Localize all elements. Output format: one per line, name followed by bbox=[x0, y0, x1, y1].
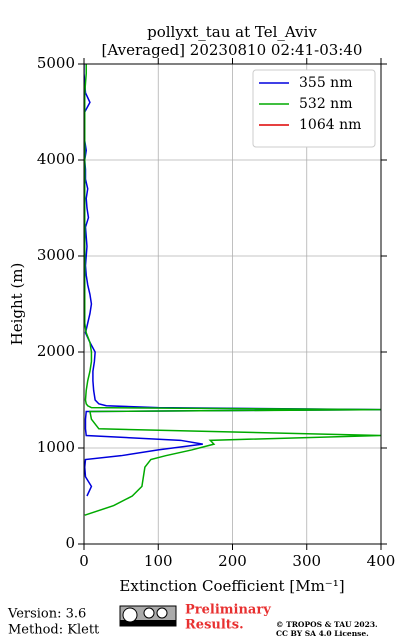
legend-label: 532 nm bbox=[299, 96, 352, 112]
y-tick-label: 2000 bbox=[37, 342, 75, 360]
preliminary: Preliminary bbox=[185, 603, 271, 618]
x-axis-label: Extinction Coefficient [Mm⁻¹] bbox=[119, 577, 344, 595]
legend-label: 355 nm bbox=[299, 75, 352, 91]
series-line bbox=[84, 64, 381, 516]
copyright: © TROPOS & TAU 2023. bbox=[276, 620, 378, 629]
series-line bbox=[84, 64, 381, 497]
x-tick-label: 100 bbox=[144, 552, 173, 570]
y-tick-label: 5000 bbox=[37, 54, 75, 72]
copyright: CC BY SA 4.0 License. bbox=[276, 629, 369, 638]
y-tick-label: 1000 bbox=[37, 438, 75, 456]
legend-box bbox=[252, 69, 376, 148]
plot-frame bbox=[83, 63, 382, 545]
method: Method: Klett bbox=[8, 623, 100, 638]
x-tick-label: 200 bbox=[218, 552, 247, 570]
y-tick-label: 4000 bbox=[37, 150, 75, 168]
chart-title: pollyxt_tau at Tel_Aviv bbox=[147, 23, 317, 41]
version: Version: 3.6 bbox=[7, 607, 86, 622]
chart-subtitle: [Averaged] 20230810 02:41-03:40 bbox=[102, 41, 363, 59]
cc-badge bbox=[119, 605, 177, 627]
y-axis-label: Height (m) bbox=[8, 263, 26, 346]
x-tick-label: 300 bbox=[292, 552, 321, 570]
x-tick-label: 400 bbox=[367, 552, 396, 570]
y-tick-label: 3000 bbox=[37, 246, 75, 264]
legend-label: 1064 nm bbox=[299, 117, 361, 133]
preliminary: Results. bbox=[185, 618, 244, 633]
x-tick-label: 0 bbox=[79, 552, 89, 570]
y-tick-label: 0 bbox=[65, 534, 75, 552]
